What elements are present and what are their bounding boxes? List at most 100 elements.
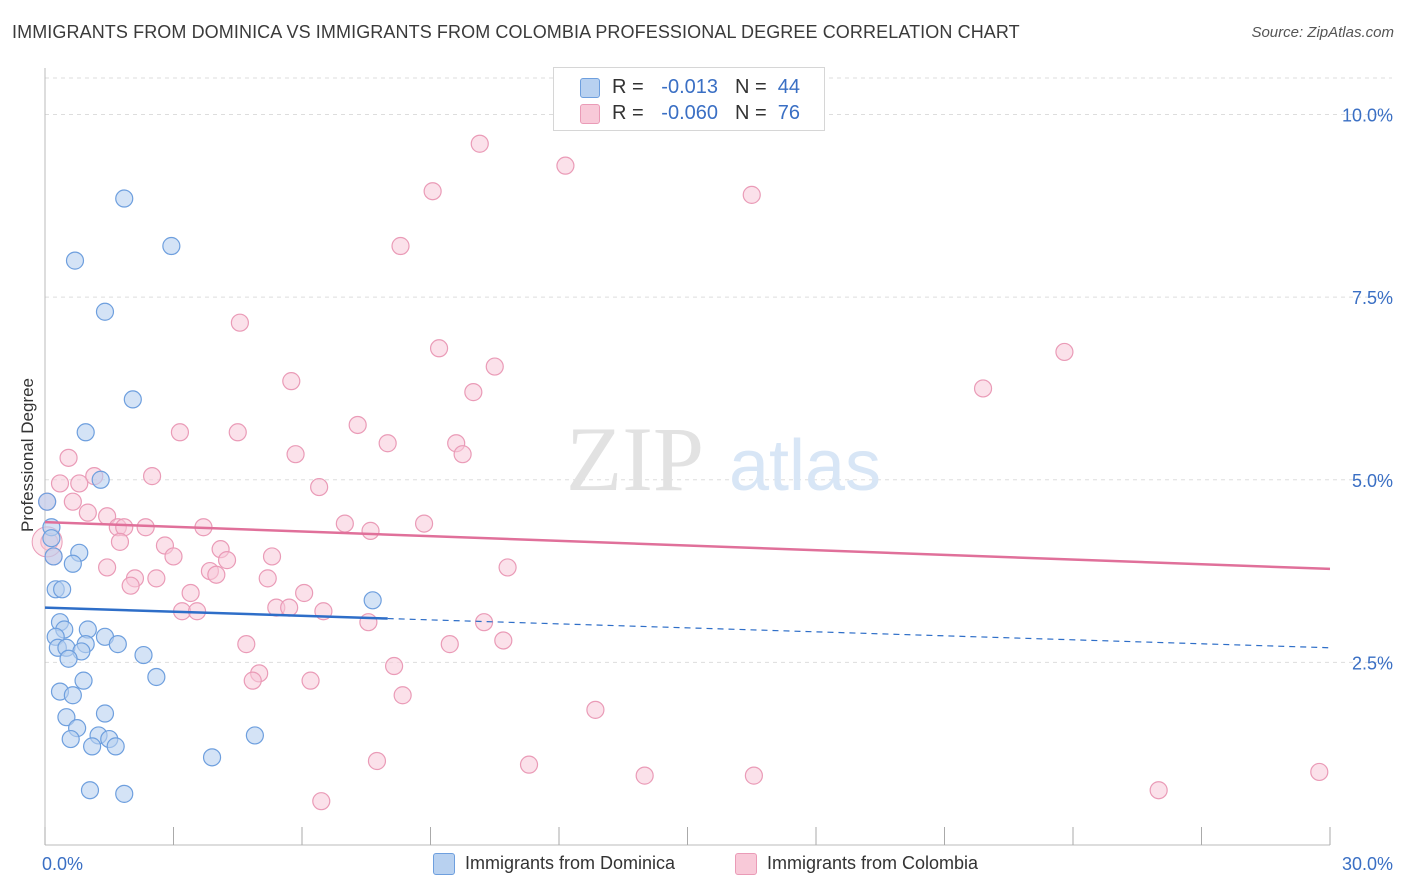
legend-r-value: -0.060 xyxy=(661,102,718,124)
data-point-dominica xyxy=(245,726,264,745)
data-point-dominica xyxy=(57,708,76,727)
legend-r-value: -0.013 xyxy=(661,76,718,98)
data-point-dominica xyxy=(80,781,100,800)
data-point-dominica xyxy=(202,748,222,767)
data-point-colombia xyxy=(98,558,117,577)
grid-lines xyxy=(45,77,1392,663)
data-point-colombia xyxy=(110,532,130,551)
data-point-dominica xyxy=(134,645,153,665)
data-point-dominica xyxy=(63,554,82,573)
data-point-colombia xyxy=(70,474,89,493)
data-point-colombia xyxy=(453,445,472,464)
data-point-colombia xyxy=(359,613,378,632)
watermark: ZIP atlas xyxy=(566,408,881,510)
data-point-colombia xyxy=(423,182,442,201)
x-tick-label: 0.0% xyxy=(42,854,83,874)
data-point-colombia xyxy=(78,503,97,522)
data-point-dominica xyxy=(115,784,134,803)
trend-line-dominica-extension xyxy=(387,617,1331,649)
legend-r-label: R = xyxy=(612,76,644,98)
data-point-colombia xyxy=(440,635,459,654)
data-point-colombia xyxy=(361,521,380,540)
data-point-colombia xyxy=(147,569,166,588)
data-point-colombia xyxy=(295,583,314,603)
data-point-colombia xyxy=(262,547,282,566)
bottom-legend-swatch-dominica xyxy=(433,853,455,875)
x-tick-label: 30.0% xyxy=(1342,854,1393,874)
data-point-colombia xyxy=(1055,342,1074,362)
data-point-dominica xyxy=(44,547,63,566)
data-point-colombia xyxy=(312,792,331,811)
data-point-dominica xyxy=(147,667,166,687)
data-point-colombia xyxy=(63,492,82,511)
y-tick-label: 10.0% xyxy=(1342,106,1393,126)
bottom-legend-label-colombia: Immigrants from Colombia xyxy=(767,853,979,873)
data-point-colombia xyxy=(121,576,140,595)
data-point-dominica xyxy=(53,580,72,599)
data-point-colombia xyxy=(142,467,162,486)
data-point-colombia xyxy=(635,766,654,785)
data-point-colombia xyxy=(494,631,513,650)
data-point-colombia xyxy=(243,671,262,690)
data-point-colombia xyxy=(556,156,575,175)
data-point-colombia xyxy=(1310,762,1329,782)
data-point-colombia xyxy=(230,313,249,332)
data-point-colombia xyxy=(280,598,299,617)
data-point-colombia xyxy=(393,686,412,705)
data-point-colombia xyxy=(50,474,70,493)
data-point-colombia xyxy=(429,339,449,358)
data-point-dominica xyxy=(38,492,57,511)
data-point-dominica xyxy=(63,686,82,705)
data-point-colombia xyxy=(586,700,605,719)
bottom-legend-swatch-colombia xyxy=(735,853,757,875)
legend-n-value: 44 xyxy=(777,76,800,98)
data-point-dominica xyxy=(115,189,134,208)
trend-lines xyxy=(44,520,1331,649)
data-point-dominica xyxy=(162,236,181,256)
axes xyxy=(44,68,1331,846)
data-point-colombia xyxy=(378,434,397,453)
correlation-legend: R = -0.013 N = 44 R = -0.060 N = 76 xyxy=(553,67,825,131)
bottom-legend-label-dominica: Immigrants from Dominica xyxy=(465,853,676,873)
data-point-colombia xyxy=(498,558,517,577)
y-tick-label: 5.0% xyxy=(1352,471,1393,491)
legend-row-colombia: R = -0.060 N = 76 xyxy=(554,101,824,127)
data-point-dominica xyxy=(91,470,110,489)
legend-n-label: N = xyxy=(735,102,767,124)
data-point-dominica xyxy=(95,704,115,723)
tick-labels: 2.5% 5.0% 7.5% 10.0% 0.0% 30.0% xyxy=(42,106,1393,874)
source-label: Source: ZipAtlas.com xyxy=(1251,24,1394,41)
legend-n-value: 76 xyxy=(777,102,800,124)
data-point-colombia xyxy=(301,671,320,690)
data-point-colombia xyxy=(414,514,434,533)
data-point-dominica xyxy=(42,529,61,548)
data-point-colombia xyxy=(384,656,404,676)
data-point-colombia xyxy=(282,372,301,391)
watermark-atlas: atlas xyxy=(729,426,881,506)
data-point-colombia xyxy=(217,551,237,570)
data-point-dominica xyxy=(65,251,85,270)
y-axis-label: Professional Degree xyxy=(18,378,37,532)
data-point-colombia xyxy=(519,755,539,774)
legend-n-label: N = xyxy=(735,76,767,98)
data-point-colombia xyxy=(286,445,305,464)
data-point-colombia xyxy=(367,751,387,771)
data-point-dominica xyxy=(95,302,115,321)
data-point-dominica xyxy=(59,649,78,668)
y-tick-label: 2.5% xyxy=(1352,653,1393,673)
data-point-colombia xyxy=(228,423,247,442)
legend-swatch-colombia xyxy=(580,104,600,124)
data-point-colombia xyxy=(742,185,761,204)
trend-line-dominica xyxy=(44,606,388,620)
data-point-dominica xyxy=(363,591,382,610)
data-point-colombia xyxy=(391,236,410,256)
data-point-colombia xyxy=(258,569,277,588)
legend-row-dominica: R = -0.013 N = 44 xyxy=(554,75,824,101)
data-point-colombia xyxy=(744,766,763,785)
y-tick-label: 7.5% xyxy=(1352,288,1393,308)
trend-line-colombia xyxy=(44,520,1331,571)
data-point-colombia xyxy=(973,379,993,398)
data-point-colombia xyxy=(207,565,226,584)
data-point-dominica xyxy=(74,671,93,690)
